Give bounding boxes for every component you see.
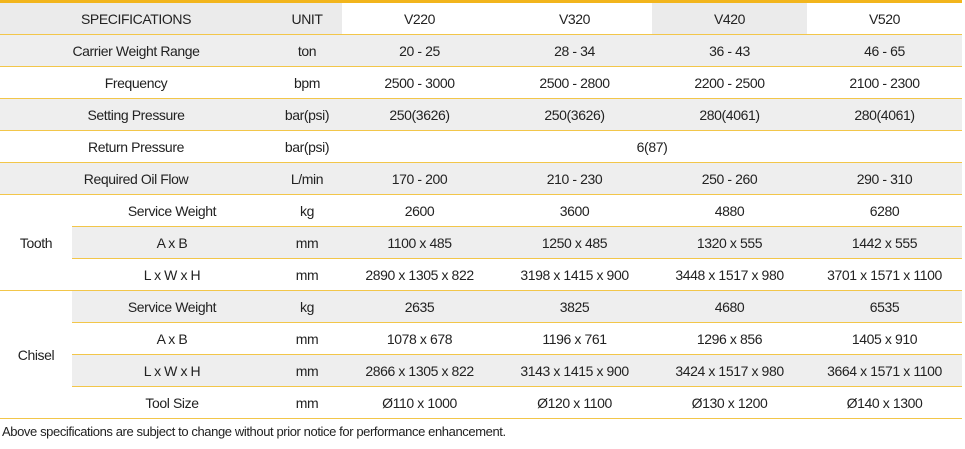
value-cell: 4880: [652, 194, 808, 227]
value-cell: 3198 x 1415 x 900: [497, 258, 653, 291]
value-cell: 4680: [652, 290, 808, 323]
table-row: Tool Size mm Ø110 x 1000 Ø120 x 1100 Ø130 x …: [0, 386, 963, 419]
table-row: SPECIFICATIONS UNIT V220 V320 V420 V520: [0, 1, 963, 35]
spec-cell: Tool Size: [72, 386, 273, 419]
header-cell: UNIT: [272, 1, 343, 35]
value-cell: 280(4061): [807, 98, 963, 131]
unit-cell: mm: [272, 322, 343, 355]
spec-cell: Setting Pressure: [0, 98, 273, 131]
group-cell: Tooth: [0, 194, 72, 291]
value-cell: 1250 x 485: [497, 226, 653, 259]
value-cell: 28 - 34: [497, 34, 653, 67]
value-cell: 250(3626): [342, 98, 498, 131]
value-cell: 210 - 230: [497, 162, 653, 195]
value-cell: 2500 - 2800: [497, 66, 653, 99]
spec-cell: Service Weight: [72, 290, 273, 323]
header-cell: V520: [807, 1, 963, 35]
value-cell: 3600: [497, 194, 653, 227]
unit-cell: mm: [272, 258, 343, 291]
value-cell: Ø120 x 1100: [497, 386, 653, 419]
table-row: Setting Pressure bar(psi) 250(3626) 250(362…: [0, 98, 963, 131]
value-cell: 170 - 200: [342, 162, 498, 195]
unit-cell: kg: [272, 290, 343, 323]
value-cell: 6(87): [342, 130, 963, 163]
header-cell: V320: [497, 1, 653, 35]
header-cell: SPECIFICATIONS: [0, 1, 273, 35]
value-cell: 290 - 310: [807, 162, 963, 195]
value-cell: 3143 x 1415 x 900: [497, 354, 653, 387]
value-cell: 280(4061): [652, 98, 808, 131]
spec-cell: Service Weight: [72, 194, 273, 227]
spec-cell: Return Pressure: [0, 130, 273, 163]
value-cell: Ø130 x 1200: [652, 386, 808, 419]
value-cell: 2890 x 1305 x 822: [342, 258, 498, 291]
value-cell: 6280: [807, 194, 963, 227]
unit-cell: mm: [272, 226, 343, 259]
spec-table: SPECIFICATIONS UNIT V220 V320 V420 V520 Carrie…: [0, 0, 963, 419]
header-cell: V220: [342, 1, 498, 35]
value-cell: 1442 x 555: [807, 226, 963, 259]
group-cell: Chisel: [0, 290, 72, 419]
header-cell: V420: [652, 1, 808, 35]
value-cell: 250(3626): [497, 98, 653, 131]
value-cell: 3701 x 1571 x 1100: [807, 258, 963, 291]
value-cell: 2600: [342, 194, 498, 227]
value-cell: 2100 - 2300: [807, 66, 963, 99]
unit-cell: ton: [272, 34, 343, 67]
spec-cell: Carrier Weight Range: [0, 34, 273, 67]
table-row: Carrier Weight Range ton 20 - 25 28 - 34 36 …: [0, 34, 963, 67]
value-cell: 1100 x 485: [342, 226, 498, 259]
value-cell: 3664 x 1571 x 1100: [807, 354, 963, 387]
spec-cell: L x W x H: [72, 354, 273, 387]
value-cell: 1078 x 678: [342, 322, 498, 355]
table-row: Frequency bpm 2500 - 3000 2500 - 2800 2200 -…: [0, 66, 963, 99]
unit-cell: L/min: [272, 162, 343, 195]
value-cell: 36 - 43: [652, 34, 808, 67]
value-cell: 2866 x 1305 x 822: [342, 354, 498, 387]
value-cell: 20 - 25: [342, 34, 498, 67]
unit-cell: mm: [272, 386, 343, 419]
value-cell: 6535: [807, 290, 963, 323]
footnote: Above specifications are subject to chan…: [2, 424, 506, 439]
table-row: Required Oil Flow L/min 170 - 200 210 - 230…: [0, 162, 963, 195]
table-row: Chisel Service Weight kg 2635 3825 4680 6535: [0, 290, 963, 419]
unit-cell: kg: [272, 194, 343, 227]
value-cell: 250 - 260: [652, 162, 808, 195]
unit-cell: bar(psi): [272, 98, 343, 131]
value-cell: 3424 x 1517 x 980: [652, 354, 808, 387]
unit-cell: bar(psi): [272, 130, 343, 163]
value-cell: Ø110 x 1000: [342, 386, 498, 419]
spec-cell: Frequency: [0, 66, 273, 99]
value-cell: 1196 x 761: [497, 322, 653, 355]
value-cell: 3825: [497, 290, 653, 323]
value-cell: Ø140 x 1300: [807, 386, 963, 419]
value-cell: 1320 x 555: [652, 226, 808, 259]
spec-cell: A x B: [72, 322, 273, 355]
value-cell: 2200 - 2500: [652, 66, 808, 99]
spec-cell: L x W x H: [72, 258, 273, 291]
unit-cell: bpm: [272, 66, 343, 99]
value-cell: 1296 x 856: [652, 322, 808, 355]
spec-cell: Required Oil Flow: [0, 162, 273, 195]
value-cell: 1405 x 910: [807, 322, 963, 355]
value-cell: 2635: [342, 290, 498, 323]
value-cell: 46 - 65: [807, 34, 963, 67]
value-cell: 3448 x 1517 x 980: [652, 258, 808, 291]
table-row: Return Pressure bar(psi) 6(87): [0, 130, 963, 163]
spec-cell: A x B: [72, 226, 273, 259]
value-cell: 2500 - 3000: [342, 66, 498, 99]
unit-cell: mm: [272, 354, 343, 387]
table-row: Tooth Service Weight kg 2600 3600 4880 6280: [0, 194, 963, 291]
